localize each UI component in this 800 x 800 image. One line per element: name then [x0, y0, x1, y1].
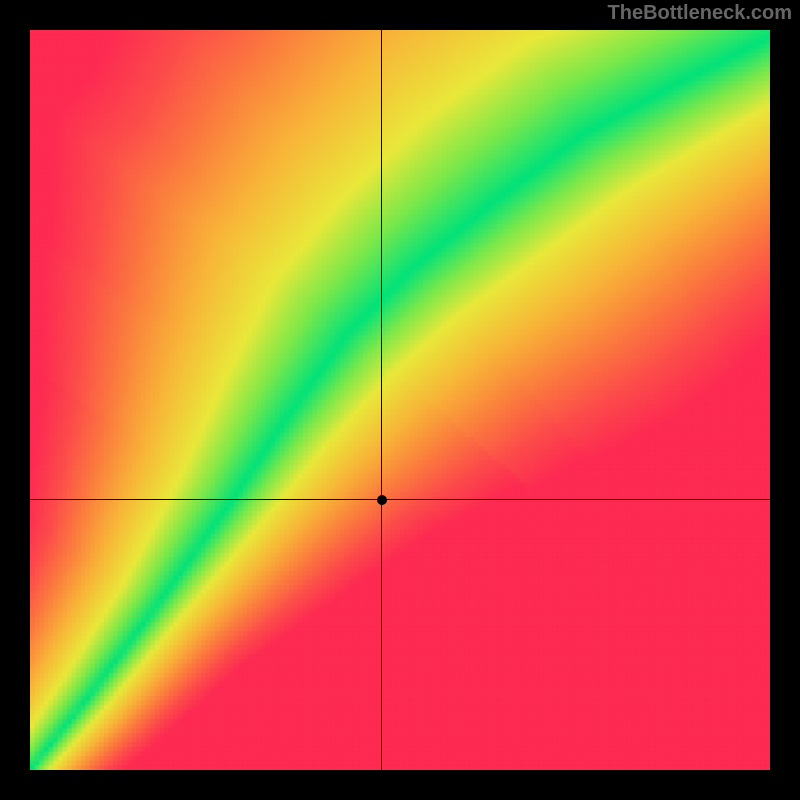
- crosshair-dot: [377, 495, 387, 505]
- chart-container: TheBottleneck.com: [0, 0, 800, 800]
- crosshair-horizontal: [30, 499, 770, 500]
- crosshair-vertical: [381, 30, 382, 770]
- watermark-text: TheBottleneck.com: [608, 2, 792, 25]
- heatmap-canvas: [30, 30, 770, 770]
